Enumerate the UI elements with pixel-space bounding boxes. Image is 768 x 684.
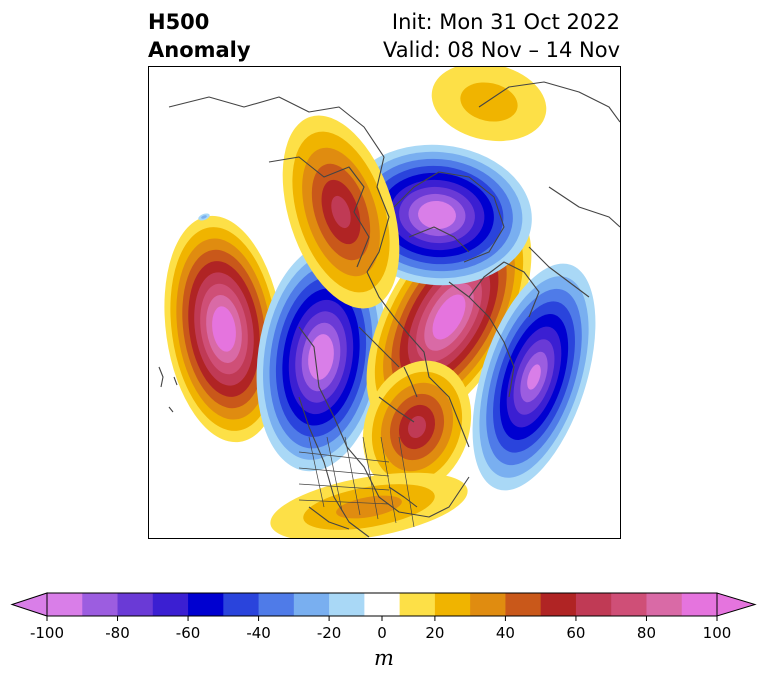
colorbar-swatch-1 — [82, 593, 119, 616]
state-border-5 — [398, 436, 415, 528]
coastline-14 — [378, 396, 415, 423]
colorbar-swatch-7 — [293, 593, 330, 616]
coastline-0 — [168, 96, 390, 273]
colorbar-swatch-3 — [152, 593, 189, 616]
coastline-4 — [298, 396, 370, 538]
state-border-0 — [308, 436, 325, 508]
coastlines-and-borders — [158, 81, 620, 538]
coastline-6 — [408, 226, 470, 253]
anomaly-contours — [164, 67, 596, 538]
colorbar-swatch-8 — [329, 593, 365, 616]
title-field-type: Anomaly — [148, 38, 251, 62]
colorbar-swatch-15 — [575, 593, 612, 616]
coastline-18 — [168, 406, 174, 413]
colorbar-tick-label-4: -20 — [317, 624, 342, 642]
colorbar-swatch-6 — [258, 593, 295, 616]
colorbar-tick-label-8: 60 — [566, 624, 585, 642]
colorbar: -100 -80 -60 -40 -20 0 20 40 60 80 100 — [10, 592, 757, 642]
state-border-3 — [362, 436, 379, 520]
coastline-17 — [158, 366, 164, 388]
colorbar-tick-label-9: 80 — [637, 624, 656, 642]
coastline-10 — [448, 281, 515, 398]
colorbar-tick-label-0: -100 — [30, 624, 64, 642]
coastline-1 — [268, 156, 370, 268]
state-border-1 — [326, 436, 343, 512]
anomaly-contour-4-9 — [527, 364, 541, 390]
colorbar-swatch-14 — [540, 593, 577, 616]
state-border-h-0 — [298, 451, 390, 463]
colorbar-swatch-0 — [47, 593, 83, 616]
colorbar-swatch-13 — [505, 593, 542, 616]
colorbar-tick-label-6: 20 — [425, 624, 444, 642]
coastline-15 — [308, 506, 350, 530]
anomaly-contour-0-10 — [218, 317, 230, 341]
colorbar-tick-label-5: 0 — [377, 624, 387, 642]
coastline-7 — [478, 81, 620, 123]
colorbar-swatch-2 — [117, 593, 154, 616]
state-border-h-1 — [298, 467, 390, 477]
coastline-16 — [388, 486, 418, 508]
state-border-4 — [380, 436, 397, 524]
colorbar-over-arrow — [716, 592, 757, 617]
state-border-h-3 — [298, 499, 390, 505]
colorbar-swatch-17 — [646, 593, 683, 616]
anomaly-contour-5-10 — [427, 207, 447, 223]
anomaly-contour-7-2 — [460, 82, 518, 122]
state-border-h-2 — [298, 483, 390, 491]
coastline-19 — [173, 376, 178, 386]
anomaly-contour-9-2 — [201, 215, 207, 219]
anomaly-contour-1-10 — [314, 345, 328, 369]
colorbar-swatch-16 — [611, 593, 647, 616]
colorbar-tick-label-7: 40 — [496, 624, 515, 642]
anomaly-contour-6-6 — [331, 195, 351, 229]
coastline-11 — [468, 261, 540, 318]
coastline-9 — [528, 246, 590, 298]
map-title-right: Init: Mon 31 Oct 2022 Valid: 08 Nov – 14… — [383, 8, 620, 64]
coastline-5 — [393, 171, 505, 263]
coastline-2 — [366, 271, 470, 448]
anomaly-map — [158, 67, 620, 538]
anomaly-contour-2-10 — [440, 305, 458, 329]
colorbar-swatch-18 — [681, 593, 718, 616]
colorbar-tick-label-1: -80 — [105, 624, 130, 642]
coastline-8 — [548, 186, 620, 228]
colorbar-tick-label-3: -40 — [246, 624, 271, 642]
coastline-3 — [298, 326, 470, 518]
coastline-13 — [403, 366, 418, 398]
colorbar-tick-label-2: -60 — [176, 624, 201, 642]
map-title-left: H500 Anomaly — [148, 8, 251, 64]
state-border-2 — [344, 436, 361, 516]
colorbar-swatch-9 — [364, 593, 401, 616]
colorbar-swatch-4 — [188, 593, 224, 616]
colorbar-swatch-10 — [399, 593, 436, 616]
map-panel — [148, 66, 621, 539]
colorbar-swatch-5 — [223, 593, 260, 616]
title-init-time: Init: Mon 31 Oct 2022 — [391, 10, 620, 34]
colorbar-swatch-12 — [470, 593, 506, 616]
colorbar-tick-label-10: 100 — [703, 624, 732, 642]
title-valid-period: Valid: 08 Nov – 14 Nov — [383, 38, 620, 62]
coastline-12 — [358, 326, 400, 368]
title-field-name: H500 — [148, 10, 210, 34]
colorbar-swatch-11 — [434, 593, 471, 616]
colorbar-under-arrow — [10, 592, 48, 617]
colorbar-unit-label: m — [374, 646, 394, 670]
